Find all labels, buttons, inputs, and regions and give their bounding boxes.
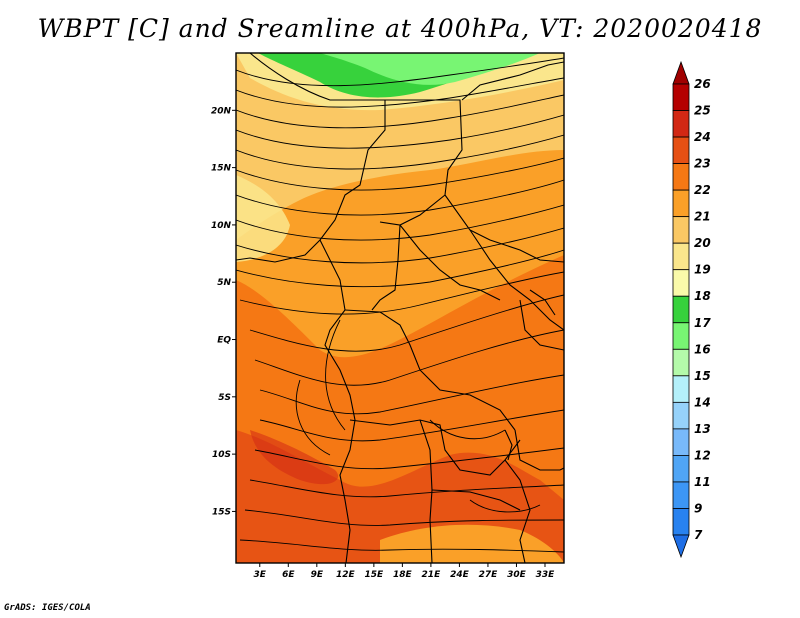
x-tick-label: 33E (536, 570, 556, 580)
x-tick-label: 6E (282, 570, 295, 580)
region-west-pale (236, 175, 290, 262)
grads-credit: GrADS: IGES/COLA (4, 603, 91, 613)
chart-title: WBPT [C] and Sreamline at 400hPa, VT: 20… (37, 14, 763, 43)
colorbar-segment (672, 455, 690, 483)
plot-frame (235, 52, 565, 564)
colorbar-segment (672, 322, 690, 350)
colorbar-label: 12 (694, 448, 711, 462)
wbpt-field (236, 53, 564, 563)
colorbar-segment (672, 375, 690, 403)
colorbar-label: 23 (694, 157, 711, 171)
y-tick-label: 5N (217, 278, 231, 288)
country-borders (236, 53, 564, 563)
x-tick-label: 27E (479, 570, 499, 580)
y-tick-label: 10N (211, 221, 232, 231)
colorbar-segment (672, 83, 690, 111)
colorbar-label: 13 (694, 422, 711, 436)
y-tick-label: 15N (211, 164, 232, 174)
colorbar-segment (672, 136, 690, 164)
colorbar-segment (672, 428, 690, 456)
region-southeast-light (380, 524, 564, 563)
x-axis: 3E 6E 9E 12E 15E 18E 21E 24E 27E 30E 33E (254, 563, 556, 580)
region-hot-spot-west (250, 430, 339, 485)
colorbar-label: 15 (694, 369, 711, 383)
y-tick-label: 5S (218, 393, 231, 403)
colorbar-label: 11 (694, 475, 711, 489)
colorbar-segment (672, 481, 690, 509)
colorbar-label: 21 (694, 210, 711, 224)
colorbar-segment (672, 348, 690, 377)
colorbar-label: 7 (694, 528, 703, 542)
colorbar: 26 25 24 23 22 21 20 19 18 17 16 15 14 13 12 11 9 7 (672, 60, 711, 559)
colorbar-segment (672, 163, 690, 191)
colorbar-segment (672, 295, 690, 324)
colorbar-segment (672, 110, 690, 138)
colorbar-segment (672, 242, 690, 271)
y-tick-label: 15S (212, 507, 231, 517)
colorbar-bottom-arrow (672, 534, 690, 559)
colorbar-top-arrow (672, 60, 690, 85)
colorbar-label: 9 (694, 501, 702, 515)
colorbar-label: 20 (694, 236, 711, 250)
colorbar-label: 19 (694, 263, 711, 277)
colorbar-label: 18 (694, 289, 711, 303)
colorbar-segment (672, 508, 690, 536)
x-tick-label: 15E (365, 570, 385, 580)
colorbar-segment (672, 189, 690, 218)
colorbar-label: 17 (694, 316, 711, 330)
x-tick-label: 12E (336, 570, 356, 580)
colorbar-label: 24 (694, 130, 711, 144)
colorbar-label: 16 (694, 342, 711, 356)
x-tick-label: 21E (422, 570, 442, 580)
colorbar-segment (672, 216, 690, 244)
x-tick-label: 9E (311, 570, 324, 580)
region-green-light (320, 53, 540, 85)
colorbar-segment (672, 401, 690, 430)
colorbar-segment (672, 269, 690, 297)
y-tick-label: 20N (211, 106, 232, 116)
y-axis: 20N 15N 10N 5N EQ 5S 10S 15S (211, 106, 236, 517)
colorbar-label: 26 (694, 77, 711, 91)
x-tick-label: 30E (507, 570, 527, 580)
x-tick-label: 18E (393, 570, 413, 580)
colorbar-label: 22 (694, 183, 711, 197)
y-tick-label: 10S (212, 450, 231, 460)
x-tick-label: 24E (450, 570, 470, 580)
streamlines (236, 57, 564, 553)
y-tick-label: EQ (217, 336, 231, 346)
x-tick-label: 3E (254, 570, 267, 580)
colorbar-label: 25 (694, 104, 711, 118)
colorbar-label: 14 (694, 395, 711, 409)
